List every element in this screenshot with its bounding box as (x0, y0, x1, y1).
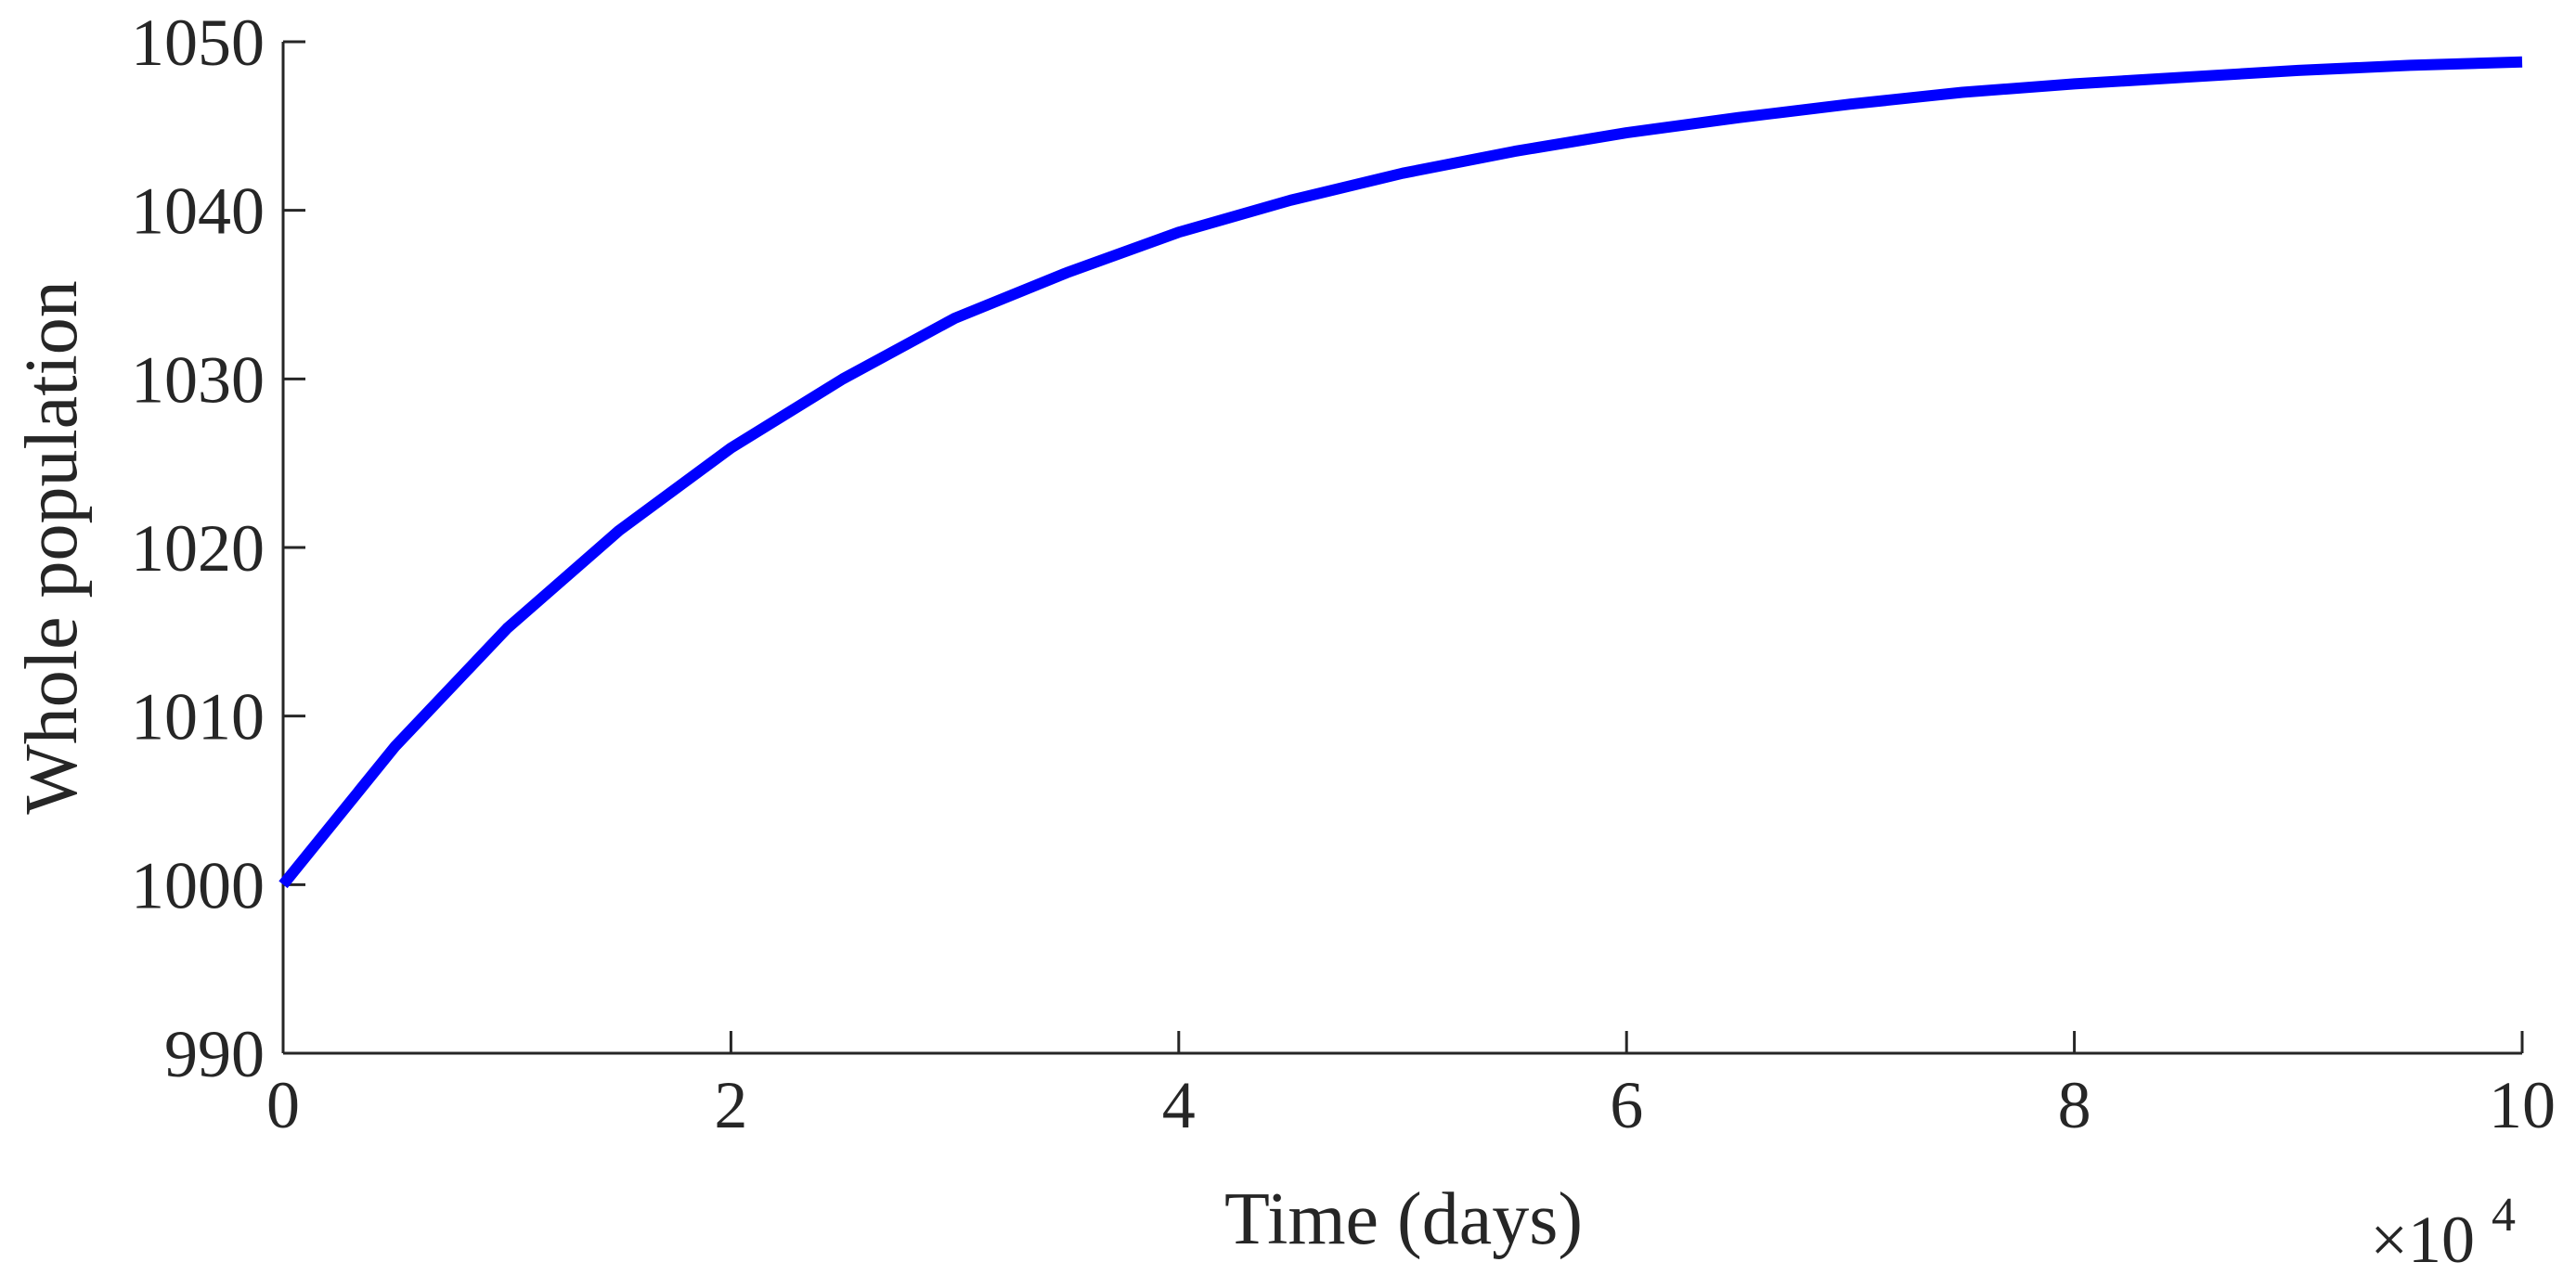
x-tick-label: 4 (1162, 1068, 1196, 1142)
y-tick-label: 1050 (131, 6, 265, 80)
x-multiplier-exponent: 4 (2492, 1189, 2516, 1242)
series-line (278, 56, 2523, 889)
y-tick-label: 1040 (131, 174, 265, 249)
x-axis-label: Time (days) (1224, 1178, 1583, 1260)
svg-text:×10 4: ×10 4 (2370, 1189, 2516, 1275)
x-axis-multiplier: ×10 4 (2370, 1189, 2516, 1275)
x-tick-label: 2 (714, 1068, 747, 1142)
x-ticks: 0 2 4 6 8 10 (266, 1031, 2556, 1142)
y-tick-label: 1000 (131, 848, 265, 922)
y-tick-label: 990 (164, 1017, 265, 1091)
y-axis-label: Whole population (11, 280, 93, 814)
x-tick-label: 0 (266, 1068, 300, 1142)
x-tick-label: 8 (2058, 1068, 2091, 1142)
y-tick-label: 1030 (131, 342, 265, 417)
x-multiplier-base: ×10 (2370, 1203, 2475, 1275)
series (278, 56, 2523, 889)
y-tick-label: 1010 (131, 680, 265, 754)
y-tick-label: 1020 (131, 511, 265, 586)
x-tick-label: 6 (1610, 1068, 1643, 1142)
axes (281, 42, 2522, 1055)
x-tick-label: 10 (2489, 1068, 2556, 1142)
y-ticks: 990 1000 1010 1020 1030 1040 1050 (131, 6, 305, 1091)
